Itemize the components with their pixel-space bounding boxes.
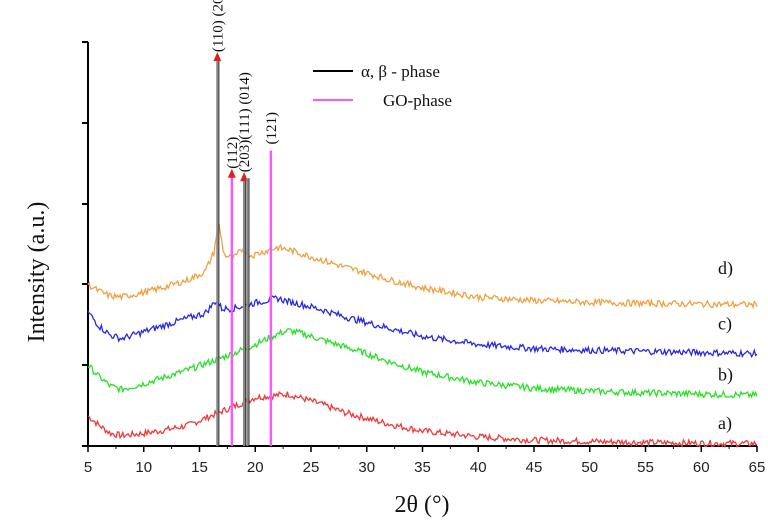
x-tick-label: 10 [135,459,152,476]
x-tick-label: 15 [191,459,208,476]
reflection-arrow [213,52,222,62]
x-tick-label: 5 [84,459,92,476]
curve-label-c: c) [718,314,732,335]
x-tick-label: 20 [247,459,264,476]
x-tick-label: 45 [526,459,543,476]
curve-label-b: b) [718,364,733,385]
x-tick-label: 35 [414,459,431,476]
series-line-d [87,223,758,310]
reflection-label: (110) (200) [210,0,226,52]
legend-label-alpha-beta: α, β - phase [361,62,440,81]
series-line-b [87,328,758,399]
reflection-arrow [227,168,236,178]
legend-label-go: GO-phase [383,91,452,110]
legend: α, β - phase GO-phase [313,62,452,110]
x-tick-label: 65 [749,459,766,476]
x-axis-title: 2θ (°) [394,492,449,518]
x-tick-label: 50 [581,459,598,476]
x-tick-label: 40 [470,459,487,476]
x-tick-label: 25 [303,459,320,476]
y-axis-title: Intensity (a.u.) [24,202,50,343]
x-tick-label: 30 [358,459,375,476]
x-tick-label: 60 [693,459,710,476]
reflections-layer: (110) (200) (112)(203)(111) (014) (121) [210,0,280,446]
axes: 5 10 15 20 25 30 35 40 45 50 55 60 65 [82,41,766,476]
series-line-c [87,295,758,359]
series-line-a [87,391,758,449]
reflection-label: (203)(111) (014) [237,72,253,172]
reflection-arrow [240,172,249,182]
x-tick-label: 55 [637,459,654,476]
reflection-label: (121) [264,112,280,145]
series-layer: a) b) c) d) [87,223,758,449]
reflection-label: (112) [225,137,241,169]
curve-label-d: d) [718,258,733,279]
curve-label-a: a) [718,413,732,434]
